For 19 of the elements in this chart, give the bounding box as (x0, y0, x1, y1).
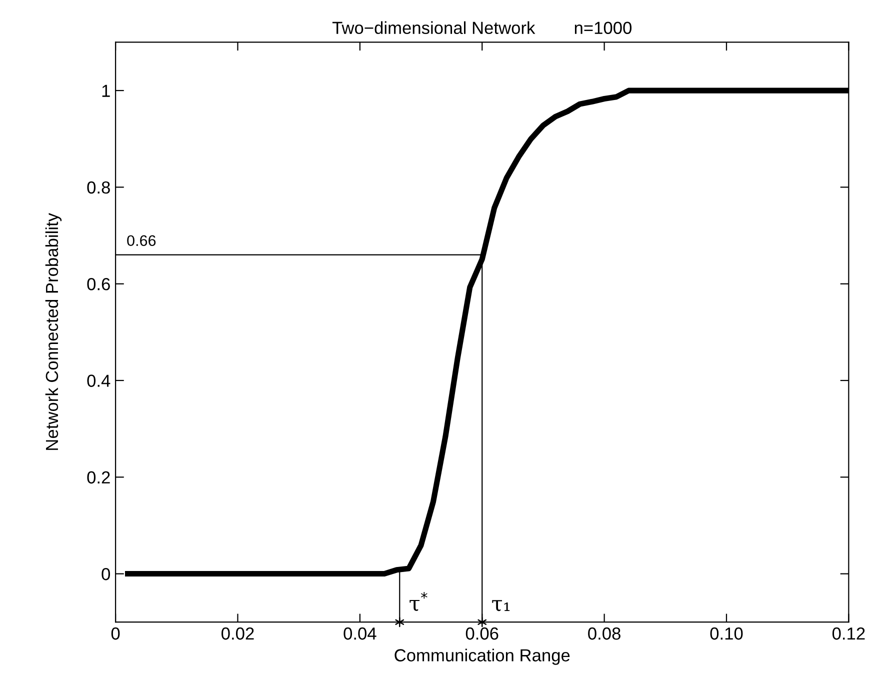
y-tick-label: 1 (102, 84, 110, 97)
y-tick-label: 0.4 (87, 374, 110, 387)
y-tick-label: 0.2 (87, 471, 110, 484)
x-tick-label: 0.08 (588, 627, 620, 640)
x-tick-label: 0.06 (466, 627, 498, 640)
x-tick-label: 0.12 (832, 627, 865, 640)
y-axis-title: Network Connected Probability (45, 213, 62, 450)
ref-line-label: τ₁ (492, 600, 510, 612)
x-tick-label: 0.02 (222, 627, 254, 640)
ref-line-label: 0.66 (127, 235, 156, 246)
y-tick-label: 0.6 (87, 278, 110, 290)
x-tick-label: 0 (111, 627, 120, 640)
x-axis-title: Communication Range (394, 648, 570, 665)
ref-line-label: τ$^{*}$ (410, 592, 428, 611)
chart-title: Two−dimensional Network n=1000 (332, 21, 632, 34)
x-tick-label: 0.04 (344, 627, 376, 640)
x-tick-label: 0.10 (710, 627, 743, 640)
y-tick-label: 0 (102, 568, 110, 580)
y-tick-label: 0.8 (87, 181, 110, 194)
